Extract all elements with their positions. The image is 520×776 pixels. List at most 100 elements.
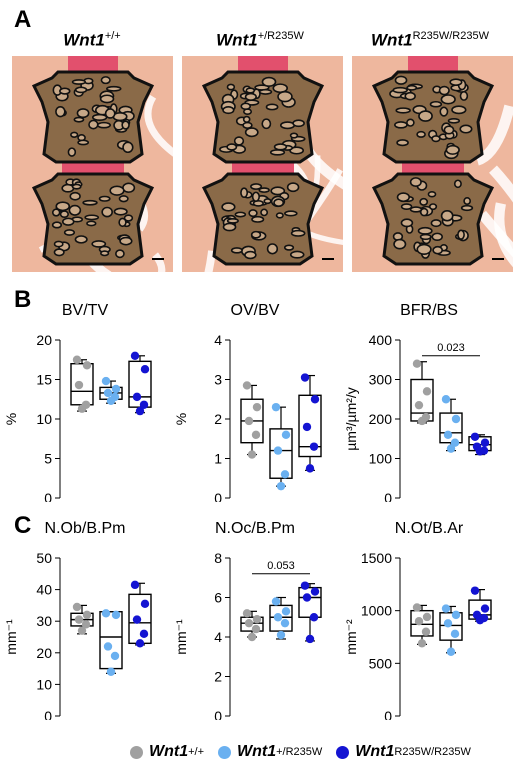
- image-title-gene: Wnt1: [371, 30, 413, 50]
- marrow-space: [221, 202, 236, 212]
- data-point: [450, 629, 460, 639]
- data-point: [451, 414, 461, 424]
- data-point: [470, 586, 480, 595]
- data-point: [480, 438, 490, 447]
- marrow-space: [394, 121, 408, 129]
- marrow-space: [121, 120, 130, 130]
- marrow-space: [240, 187, 249, 199]
- data-point: [414, 400, 424, 410]
- marrow-space: [122, 141, 134, 154]
- marrow-space: [431, 135, 441, 143]
- y-tick-label: 15: [36, 372, 52, 388]
- data-point: [74, 615, 84, 624]
- marrow-space: [395, 107, 411, 114]
- data-point: [276, 481, 286, 491]
- data-point: [305, 634, 315, 644]
- panel-label-b: B: [14, 286, 32, 313]
- scale-bar: [322, 258, 334, 260]
- data-point: [475, 615, 485, 625]
- marrow-space: [226, 83, 236, 91]
- marrow-space: [292, 119, 305, 128]
- scale-bar: [152, 258, 164, 260]
- marrow-space: [273, 198, 285, 207]
- marrow-space: [406, 118, 415, 127]
- y-tick-label: 400: [369, 332, 393, 348]
- data-point: [417, 639, 427, 648]
- marrow-space: [113, 207, 128, 216]
- panel-label-a: A: [14, 6, 32, 33]
- data-point: [310, 395, 320, 404]
- data-point: [106, 667, 116, 676]
- data-point: [443, 430, 453, 439]
- marrow-space: [258, 88, 273, 95]
- marrow-space: [406, 84, 418, 91]
- marrow-space: [251, 215, 265, 223]
- data-point: [130, 580, 140, 590]
- marrow-space: [91, 240, 107, 248]
- marrow-space: [234, 211, 247, 218]
- data-point: [412, 359, 422, 368]
- y-tick-label: 20: [36, 645, 52, 661]
- marrow-space: [86, 220, 97, 227]
- marrow-space: [104, 108, 116, 119]
- data-point: [309, 442, 319, 451]
- data-point: [106, 396, 116, 406]
- image-title-allele: +/+: [104, 30, 121, 42]
- marrow-space: [88, 119, 99, 130]
- data-point: [244, 618, 254, 628]
- data-point: [252, 615, 262, 624]
- data-point: [247, 450, 257, 459]
- tissue-cleft: [478, 210, 513, 258]
- histology-drawing: [12, 56, 173, 272]
- y-tick-label: 0: [44, 490, 52, 502]
- data-point: [422, 387, 432, 396]
- marrow-space: [392, 86, 408, 94]
- y-tick-label: 10: [36, 676, 52, 692]
- y-tick-label: 0: [384, 708, 392, 720]
- marrow-space: [463, 197, 472, 206]
- marrow-space: [404, 91, 416, 101]
- data-point: [271, 597, 281, 606]
- y-tick-label: 40: [36, 582, 52, 598]
- marrow-space: [55, 105, 66, 118]
- data-point: [310, 587, 320, 596]
- marrow-space: [261, 76, 277, 87]
- data-point: [72, 355, 82, 364]
- marrow-space: [67, 147, 77, 157]
- marrow-space: [289, 250, 305, 259]
- marrow-space: [427, 190, 437, 198]
- data-point: [242, 609, 252, 618]
- y-axis-label: µm³/µm²/y: [343, 387, 359, 451]
- legend-gene: Wnt1: [355, 743, 395, 760]
- marrow-space: [51, 221, 63, 229]
- marrow-space: [123, 214, 134, 222]
- data-point: [446, 444, 456, 453]
- marrow-space: [91, 113, 108, 121]
- data-point: [251, 624, 261, 634]
- marrow-space: [226, 217, 239, 224]
- chart-plot: 0 1 2 3 4%: [173, 332, 322, 506]
- growth-plate: [238, 56, 288, 74]
- legend-marker: [336, 745, 350, 759]
- chart-title: N.Ot/B.Ar: [394, 520, 464, 537]
- marrow-space: [440, 209, 454, 222]
- marrow-space: [82, 199, 98, 206]
- tissue-cleft: [204, 250, 216, 272]
- data-point: [451, 610, 461, 620]
- y-tick-label: 4: [214, 629, 222, 645]
- image-title-homozygous: Wnt1R235W/R235W: [350, 30, 510, 51]
- marrow-space: [457, 229, 465, 240]
- marrow-space: [261, 118, 272, 130]
- y-tick-label: 8: [214, 550, 222, 566]
- data-point: [135, 639, 145, 648]
- marrow-space: [459, 90, 469, 101]
- y-axis-label: %: [3, 413, 19, 425]
- chart-bv-tv: BV/TV 0 5 10 15 20%: [0, 302, 170, 506]
- chart-title: N.Oc/B.Pm: [214, 520, 295, 537]
- data-point: [101, 609, 111, 618]
- panel-label-c: C: [14, 512, 32, 539]
- marrow-space: [61, 183, 75, 193]
- marrow-space: [447, 117, 461, 124]
- marrow-space: [119, 236, 133, 246]
- data-point: [273, 446, 283, 455]
